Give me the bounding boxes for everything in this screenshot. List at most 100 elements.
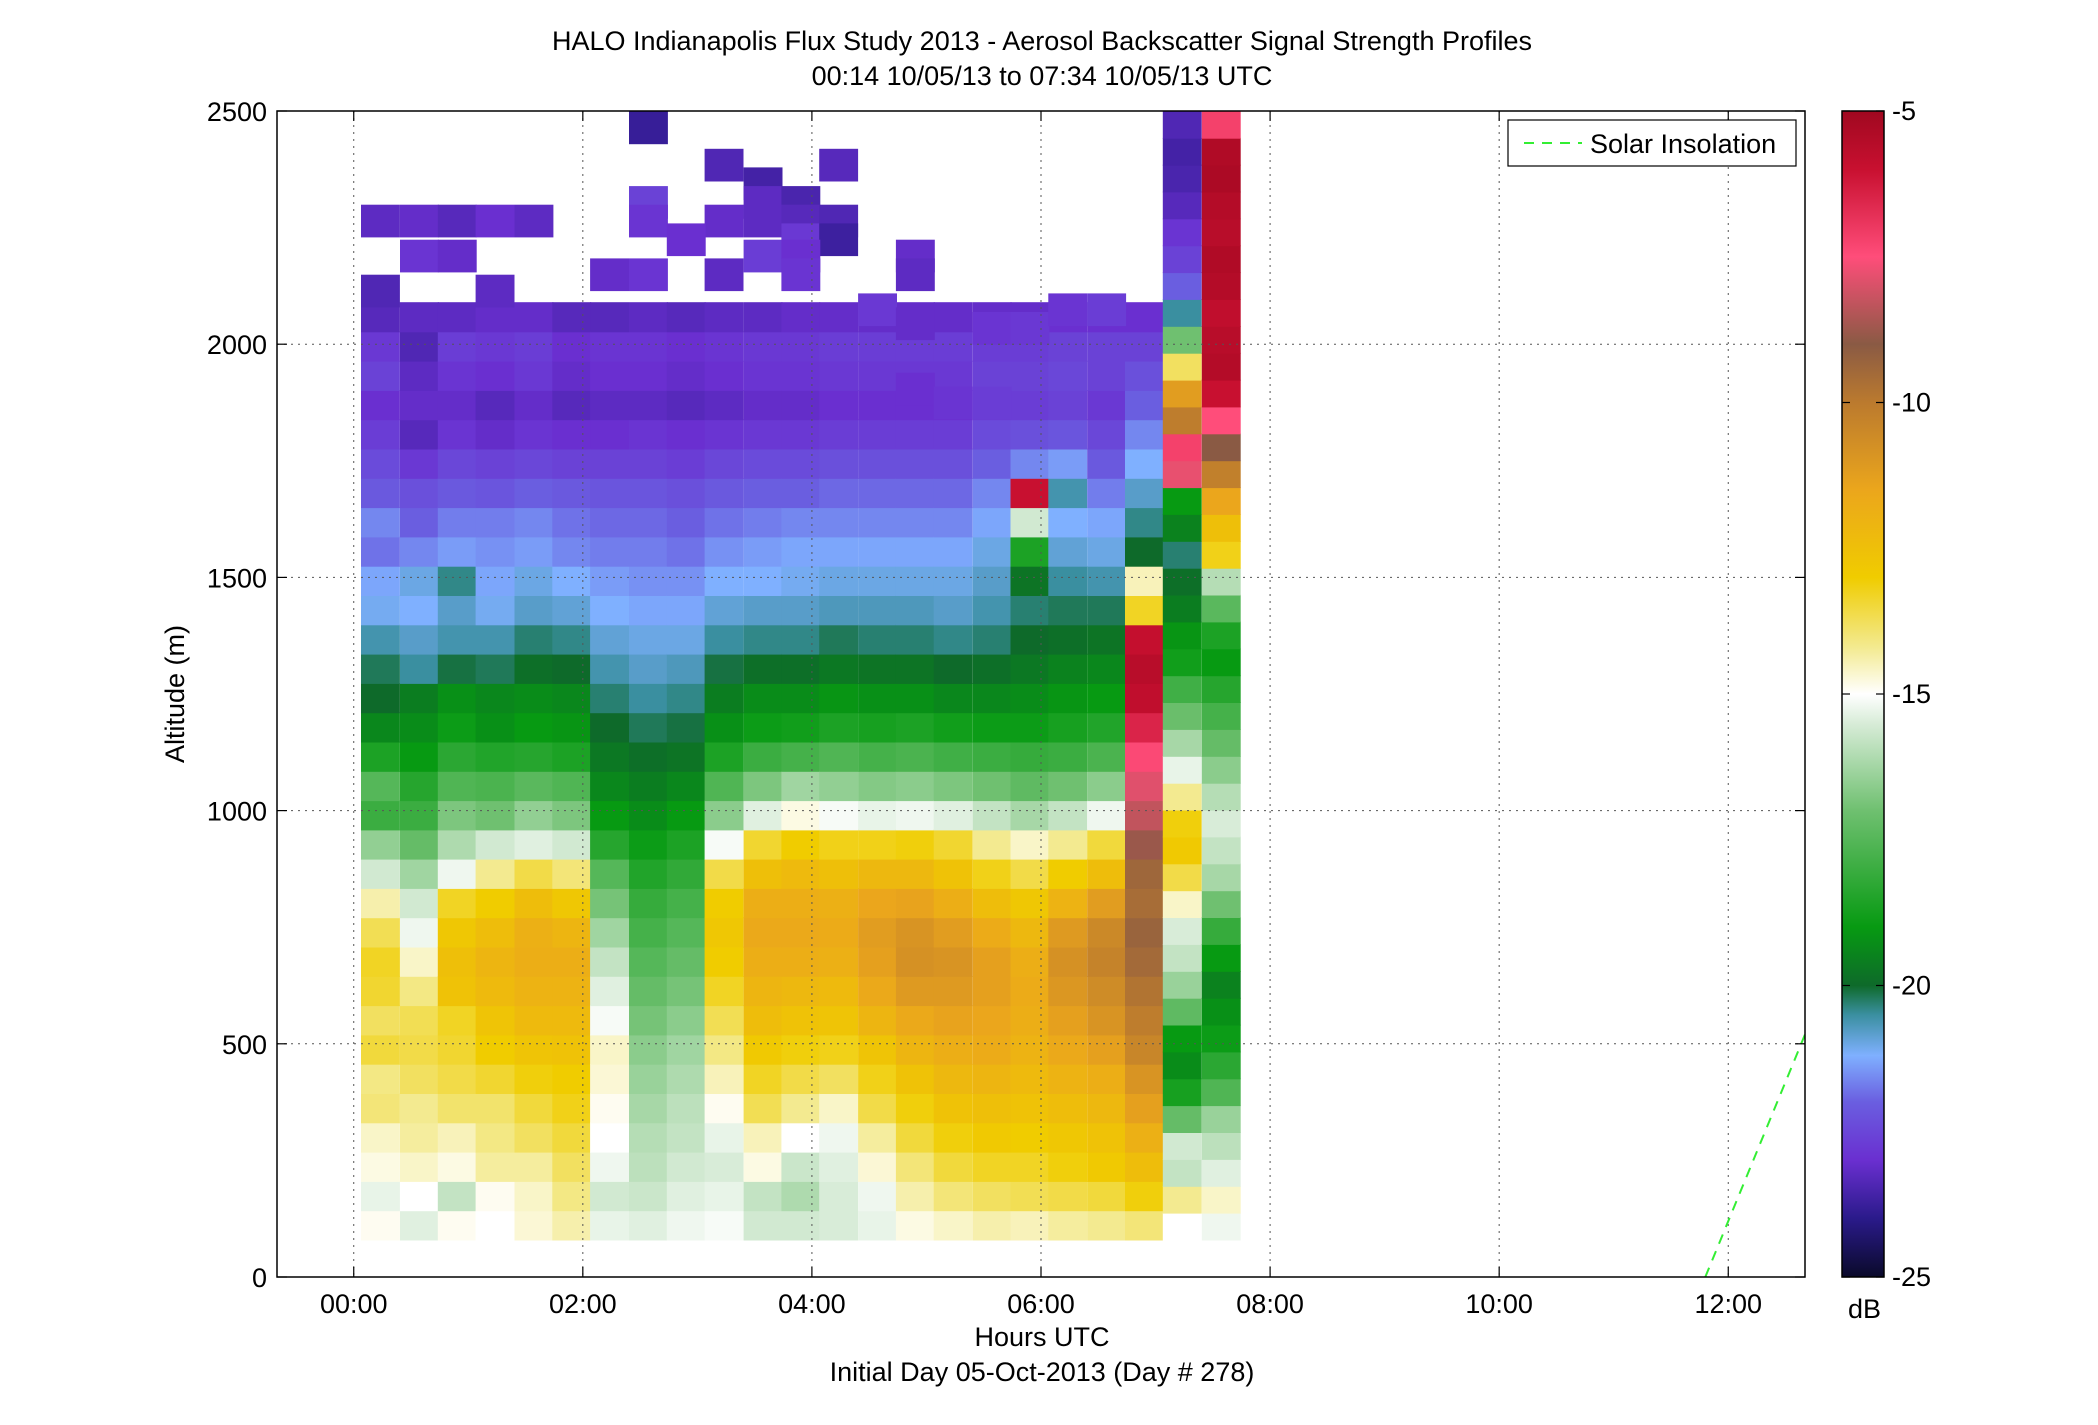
heatmap-cell xyxy=(933,448,973,479)
heatmap-cell xyxy=(514,1151,554,1182)
heatmap-cell xyxy=(704,829,744,860)
heatmap-cell xyxy=(629,1093,668,1124)
heatmap-cell xyxy=(666,1093,706,1124)
heatmap-cell xyxy=(1162,567,1202,596)
heatmap-cell xyxy=(475,448,515,479)
heatmap-cell xyxy=(1048,507,1088,538)
heatmap-cell xyxy=(629,829,668,860)
heatmap-cell xyxy=(629,204,668,238)
heatmap-cell xyxy=(781,1063,821,1094)
heatmap-cell xyxy=(666,302,706,333)
heatmap-cell xyxy=(895,1122,935,1153)
heatmap-cell xyxy=(1010,653,1050,684)
heatmap-cell xyxy=(1010,800,1050,831)
heatmap-cell xyxy=(475,390,515,421)
heatmap-cell xyxy=(1087,683,1127,714)
heatmap-cell xyxy=(361,448,400,479)
heatmap-cell xyxy=(361,1122,400,1153)
heatmap-cell xyxy=(666,858,706,889)
heatmap-cell xyxy=(1087,1034,1127,1065)
heatmap-cell xyxy=(972,565,1012,596)
heatmap-cell xyxy=(552,478,592,509)
heatmap-cell xyxy=(437,829,477,860)
heatmap-cell xyxy=(1201,809,1241,838)
heatmap-cell xyxy=(781,946,821,977)
heatmap-cell xyxy=(1010,946,1050,977)
heatmap-cell xyxy=(666,595,706,626)
heatmap-cell xyxy=(437,1063,477,1094)
heatmap-cell xyxy=(858,683,897,714)
heatmap-cell xyxy=(1010,1063,1050,1094)
heatmap-cell xyxy=(400,1210,439,1241)
heatmap-cell xyxy=(895,829,935,860)
heatmap-cell xyxy=(1162,1078,1202,1107)
heatmap-cell xyxy=(1010,829,1050,860)
heatmap-cell xyxy=(933,1093,973,1124)
heatmap-cell xyxy=(1087,888,1127,919)
heatmap-cell xyxy=(666,829,706,860)
heatmap-cell xyxy=(1201,944,1241,972)
heatmap-cell xyxy=(819,1093,859,1124)
y-tick-label: 2500 xyxy=(207,97,267,127)
heatmap-cell xyxy=(858,1210,897,1241)
colorbar-tick-label: -5 xyxy=(1892,96,1916,126)
heatmap-cell xyxy=(781,390,821,421)
heatmap-cell xyxy=(743,1210,783,1241)
heatmap-cell xyxy=(1201,917,1241,945)
heatmap-cell xyxy=(743,976,783,1007)
heatmap-cell xyxy=(1201,997,1241,1026)
heatmap-cell xyxy=(590,771,629,802)
heatmap-cell xyxy=(895,565,935,596)
heatmap-cell xyxy=(666,771,706,802)
heatmap-cell xyxy=(514,683,554,714)
heatmap-cell xyxy=(400,1063,439,1094)
heatmap-cell xyxy=(895,1063,935,1094)
heatmap-cell xyxy=(514,360,554,391)
heatmap-cell xyxy=(1087,293,1127,327)
heatmap-cell xyxy=(475,712,515,743)
heatmap-cell xyxy=(666,448,706,479)
heatmap-cell xyxy=(1125,331,1164,362)
heatmap-cell xyxy=(1010,888,1050,919)
heatmap-cell xyxy=(514,565,554,596)
heatmap-cell xyxy=(552,1063,592,1094)
heatmap-cell xyxy=(1125,419,1164,450)
heatmap-cell xyxy=(933,1122,973,1153)
heatmap-cell xyxy=(972,448,1012,479)
heatmap-cell xyxy=(1087,624,1127,655)
heatmap-cell xyxy=(1087,360,1127,391)
heatmap-cell xyxy=(819,1181,859,1212)
heatmap-cell xyxy=(1201,594,1241,623)
heatmap-cell xyxy=(895,653,935,684)
heatmap-cell xyxy=(514,771,554,802)
heatmap-cell xyxy=(972,800,1012,831)
heatmap-cell xyxy=(1201,460,1241,489)
heatmap-cell xyxy=(895,946,935,977)
colorbar-ticks: -25 -20 -15 -10 -5 xyxy=(1842,96,1931,1292)
heatmap-cell xyxy=(475,331,515,362)
heatmap-cell xyxy=(1087,946,1127,977)
heatmap-cell xyxy=(1201,782,1241,811)
heatmap-cell xyxy=(972,360,1012,391)
heatmap-cell xyxy=(475,1034,515,1065)
heatmap-cell xyxy=(933,478,973,509)
heatmap-cell xyxy=(743,1151,783,1182)
heatmap-cell xyxy=(514,829,554,860)
heatmap-cell xyxy=(819,595,859,626)
heatmap-cell xyxy=(1125,800,1164,831)
heatmap-cell xyxy=(858,1034,897,1065)
heatmap-cell xyxy=(1087,1151,1127,1182)
heatmap-cell xyxy=(743,448,783,479)
heatmap-cell xyxy=(437,888,477,919)
heatmap-cell xyxy=(1048,331,1088,362)
heatmap-cell xyxy=(666,1005,706,1036)
heatmap-cell xyxy=(933,829,973,860)
heatmap-cell xyxy=(972,946,1012,977)
heatmap-cell xyxy=(475,624,515,655)
heatmap-cell xyxy=(781,976,821,1007)
heatmap-cell xyxy=(781,1151,821,1182)
heatmap-cell xyxy=(400,653,439,684)
heatmap-cell xyxy=(781,858,821,889)
heatmap-cell xyxy=(590,1005,629,1036)
heatmap-cell xyxy=(858,1181,897,1212)
